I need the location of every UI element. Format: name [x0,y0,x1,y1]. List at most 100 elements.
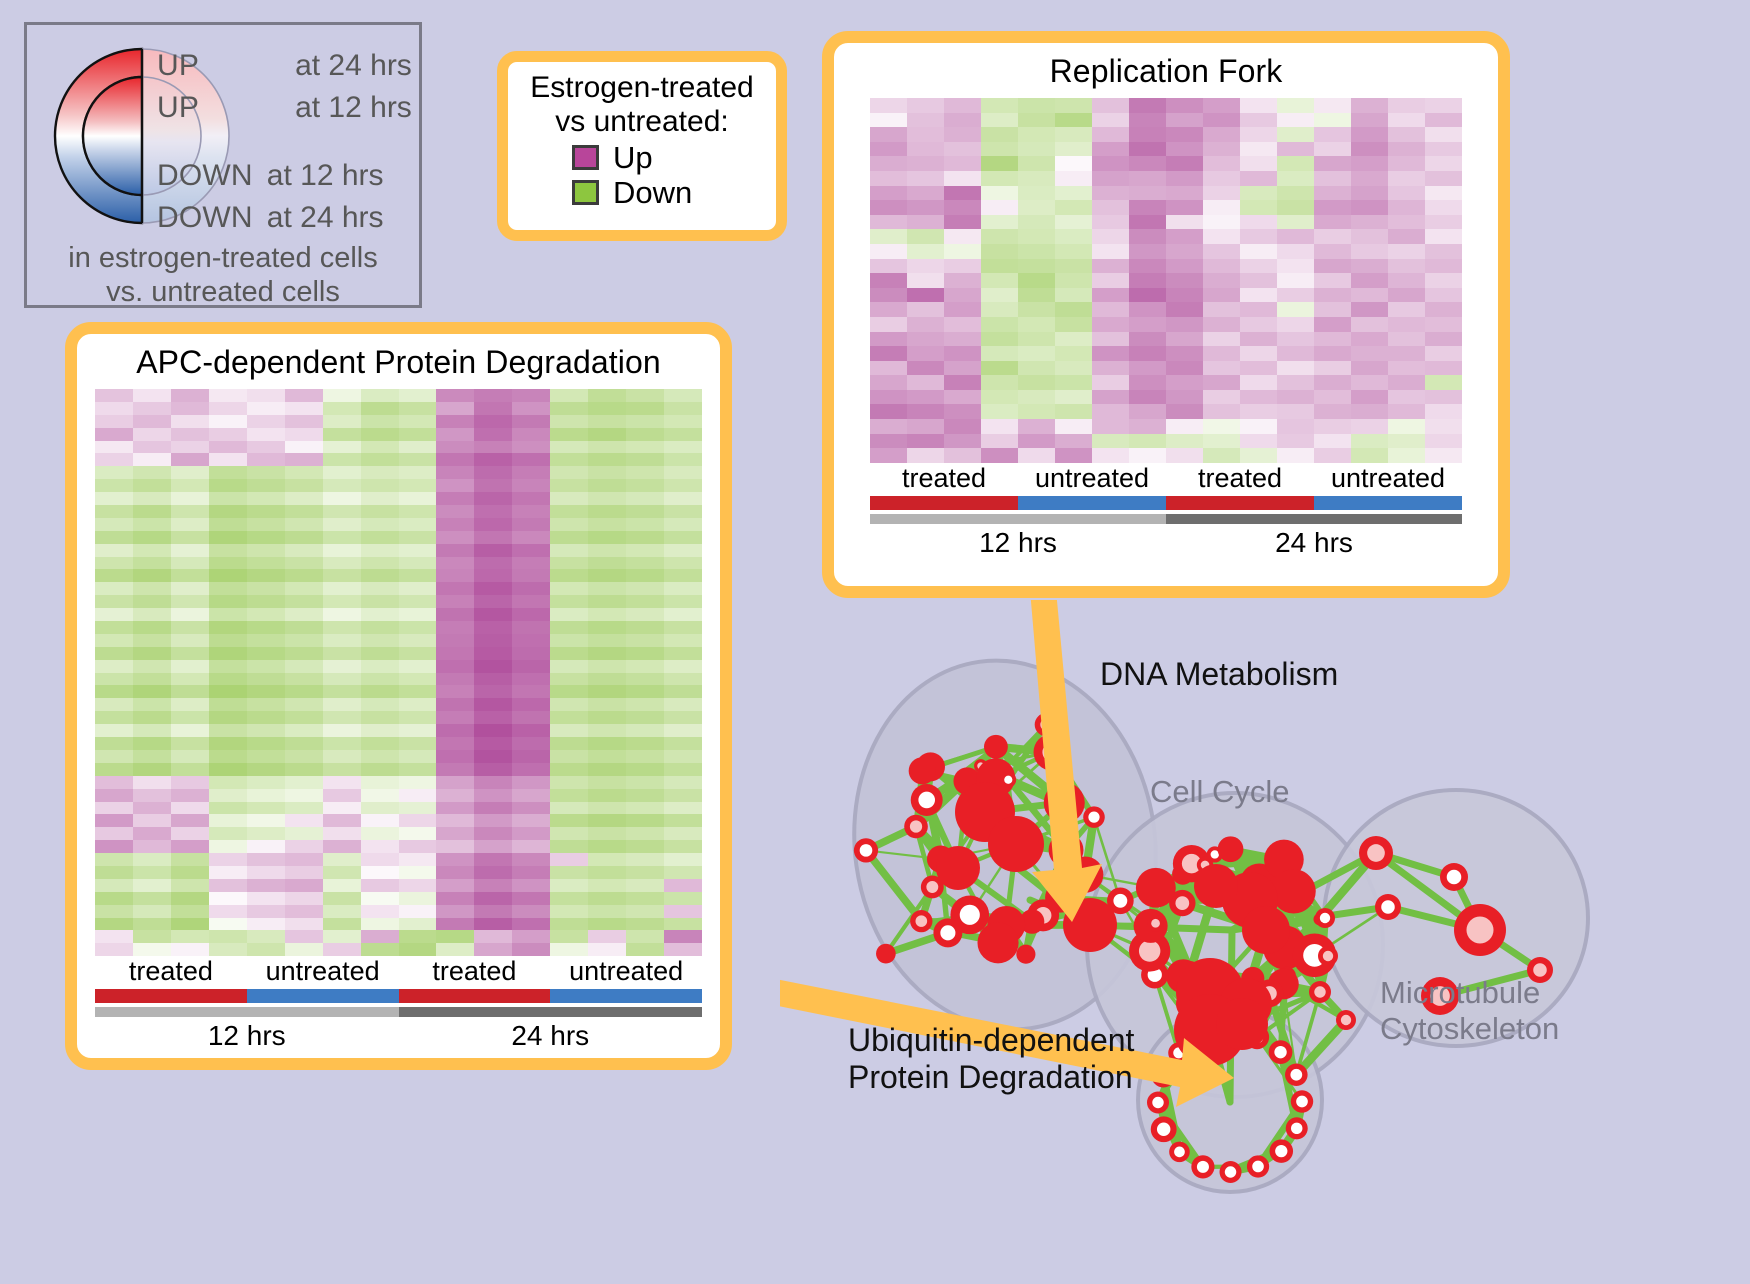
network-node[interactable] [909,757,936,784]
heatmap-cell [209,814,247,827]
network-node[interactable] [904,815,928,839]
network-node[interactable] [1083,806,1105,828]
heatmap-cell [626,479,664,492]
network-node[interactable] [1440,863,1468,891]
heatmap-cell [171,660,209,673]
network-node-core [1225,1166,1236,1177]
heatmap-cell [436,415,474,428]
heatmap-cell [588,737,626,750]
heatmap-cell [1240,288,1277,303]
network-node[interactable] [1151,1116,1177,1142]
network-node[interactable] [1318,946,1338,966]
heatmap-cell [981,127,1018,142]
heatmap-cell [436,479,474,492]
heatmap-cell [133,582,171,595]
heatmap-cell [1092,186,1129,201]
heatmap-cell [171,569,209,582]
heatmap-cell [361,402,399,415]
network-node[interactable] [1016,945,1035,964]
heatmap-cell [550,763,588,776]
heatmap-cell [1129,317,1166,332]
heatmap-cell [1277,273,1314,288]
network-node[interactable] [1216,998,1268,1050]
heatmap-cell [171,827,209,840]
network-node[interactable] [1270,1139,1294,1163]
network-node[interactable] [876,944,896,964]
network-node[interactable] [936,846,980,890]
heatmap-cell [474,789,512,802]
network-node[interactable] [1191,1155,1214,1178]
heatmap-cell [1351,215,1388,230]
heatmap-cell [626,518,664,531]
network-node[interactable] [1147,1091,1169,1113]
network-node[interactable] [1315,908,1335,928]
heatmap-cell [285,466,323,479]
network-node[interactable] [1063,898,1117,952]
heatmap-cell [1166,98,1203,113]
network-node[interactable] [1147,915,1164,932]
heatmap-cell [588,789,626,802]
network-node[interactable] [1000,772,1016,788]
heatmap-cell [550,840,588,853]
network-node[interactable] [1269,1040,1293,1064]
heatmap-cell [1018,346,1055,361]
network-node[interactable] [933,918,962,947]
network-node[interactable] [1044,782,1085,823]
network-node[interactable] [1136,868,1176,908]
network-node[interactable] [854,838,878,862]
heatmap-cell [1166,332,1203,347]
heatmap-cell [1092,317,1129,332]
heatmap-cell [474,866,512,879]
network-node[interactable] [1286,1117,1308,1139]
network-node[interactable] [1220,1161,1242,1183]
heatmap-cell [981,361,1018,376]
network-node[interactable] [1291,1090,1313,1112]
network-node[interactable] [1271,869,1315,913]
heatmap-cell [512,827,550,840]
heatmap-cell [626,905,664,918]
network-node[interactable] [1049,833,1084,868]
network-node[interactable] [977,922,1018,963]
network-node-core [1157,1123,1170,1136]
network-node[interactable] [1194,864,1238,908]
heatmap-cell [1425,259,1462,274]
network-node[interactable] [1454,904,1506,956]
heatmap-cell [588,814,626,827]
network-node[interactable] [1336,1010,1356,1030]
network-node[interactable] [1375,894,1401,920]
network-node[interactable] [910,910,932,932]
network-node[interactable] [1218,836,1244,862]
heatmap-cell [512,531,550,544]
network-node[interactable] [1309,981,1331,1003]
heatmap-cell [870,142,907,157]
heatmap-cell [550,789,588,802]
network-node[interactable] [1151,1064,1175,1088]
network-node[interactable] [1034,734,1071,771]
network-node-core [916,915,928,927]
heatmap-cell [1314,346,1351,361]
heatmap-cell [247,660,285,673]
heatmap-cell [361,621,399,634]
heatmap-cell [361,866,399,879]
time-label: 12 hrs [95,1020,399,1052]
heatmap-cell [323,905,361,918]
heatmap-cell [399,918,437,931]
network-node[interactable] [984,735,1008,759]
heatmap-cell [1203,229,1240,244]
network-node[interactable] [1169,1142,1190,1163]
network-node[interactable] [911,784,943,816]
heatmap-cell [474,582,512,595]
heatmap-cell [436,518,474,531]
network-node[interactable] [1247,1155,1269,1177]
network-node[interactable] [1242,906,1290,954]
network-node[interactable] [1359,836,1393,870]
heatmap-cell [474,634,512,647]
network-node[interactable] [1035,713,1058,736]
heatmap-cell [323,441,361,454]
network-node[interactable] [988,816,1044,872]
heatmap-cell [981,375,1018,390]
heatmap-cell [1092,156,1129,171]
heatmap-cell [436,930,474,943]
network-node[interactable] [1285,1063,1308,1086]
